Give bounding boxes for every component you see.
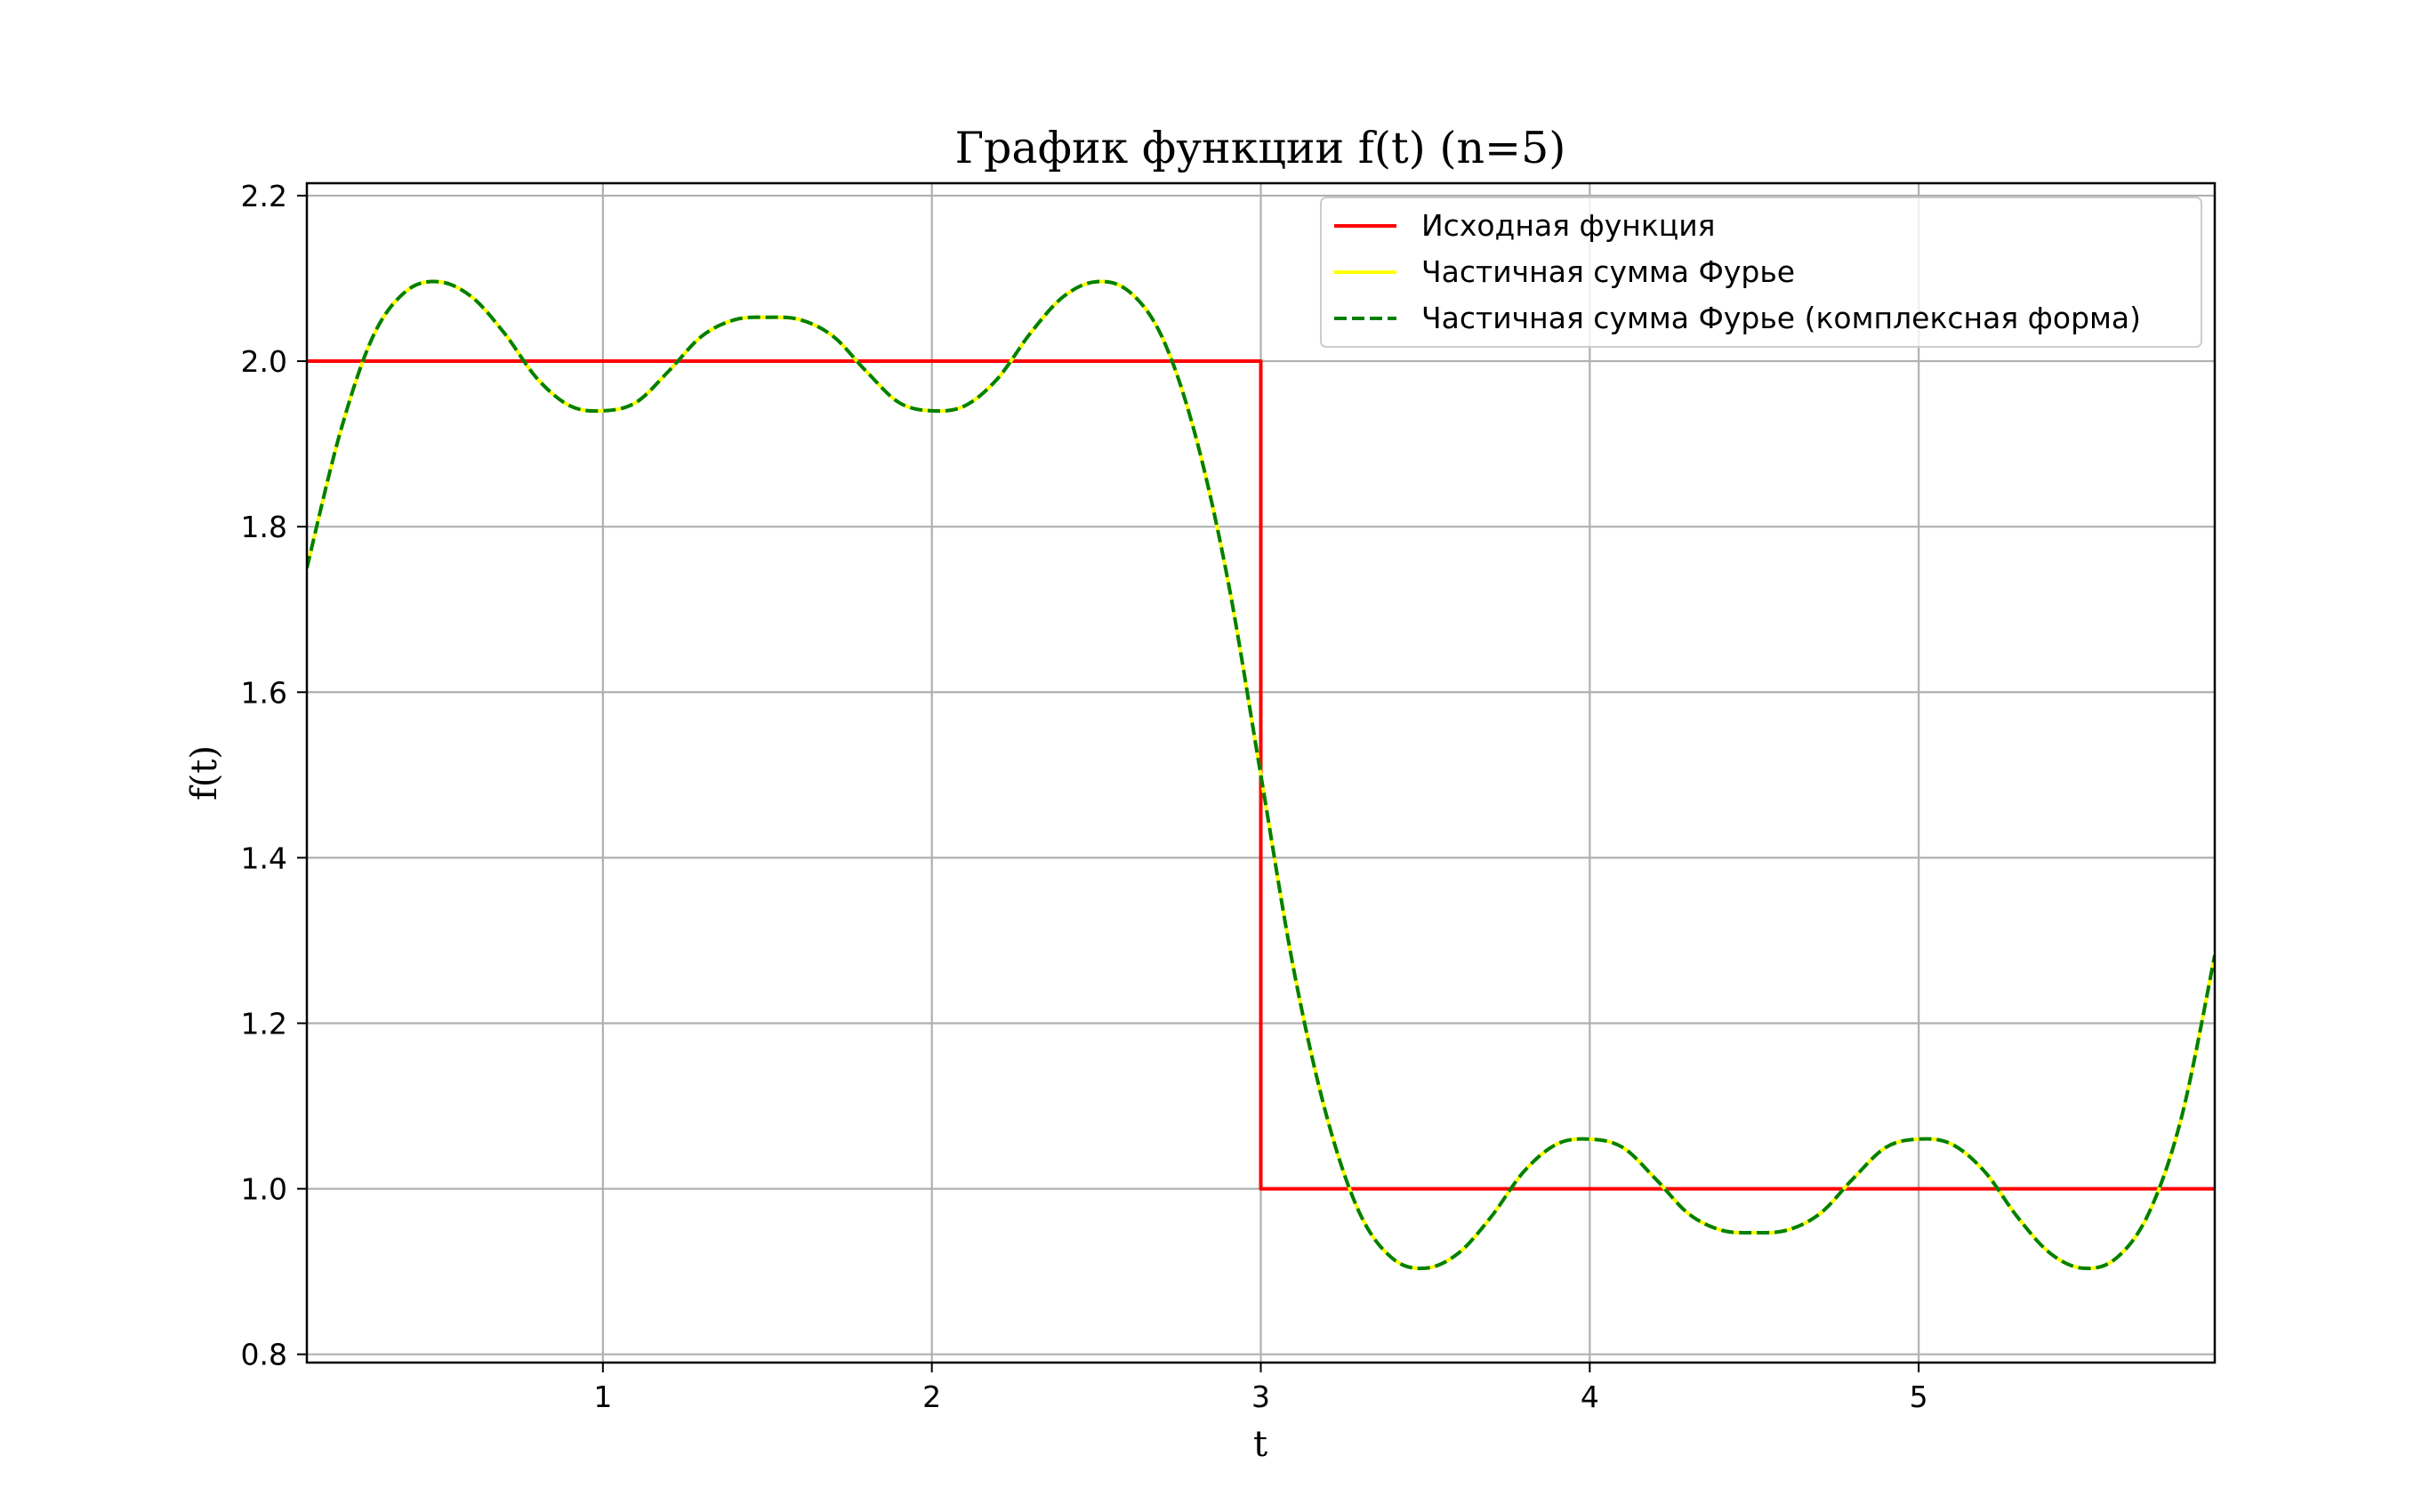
y-tick-label: 0.8	[241, 1338, 287, 1372]
y-tick-label: 1.4	[241, 840, 287, 875]
x-tick-label: 4	[1581, 1379, 1599, 1414]
series-layer	[307, 279, 2215, 1271]
y-tick-label: 1.0	[241, 1172, 287, 1207]
legend-item: Частичная сумма Фурье (комплексная форма…	[1334, 301, 2141, 335]
legend-label: Исходная функция	[1421, 208, 1716, 243]
legend-box	[1320, 197, 2202, 348]
y-tick-label: 2.2	[241, 179, 287, 213]
x-tick-label: 3	[1251, 1379, 1270, 1414]
legend: Исходная функция Частичная сумма Фурье Ч…	[1320, 197, 2202, 348]
x-axis-label: t	[1253, 1424, 1267, 1465]
series-fourier-complex-line	[307, 279, 2215, 1271]
x-tick-label: 2	[922, 1379, 941, 1414]
x-tick-label: 5	[1910, 1379, 1928, 1414]
legend-item: Исходная функция	[1334, 208, 1716, 243]
axis-ticks: 1 2 3 4 5 0.8 1.0 1.2 1.4 1.6 1.8 2.0 2.2	[241, 179, 1928, 1414]
legend-label: Частичная сумма Фурье (комплексная форма…	[1421, 301, 2141, 335]
y-tick-label: 1.2	[241, 1006, 287, 1041]
legend-item: Частичная сумма Фурье	[1334, 254, 1795, 289]
y-tick-label: 1.8	[241, 510, 287, 544]
chart-title: График функции f(t) (n=5)	[955, 123, 1566, 173]
y-tick-label: 2.0	[241, 344, 287, 379]
y-tick-label: 1.6	[241, 675, 287, 710]
x-tick-label: 1	[593, 1379, 612, 1414]
y-axis-label: f(t)	[184, 745, 225, 800]
legend-label: Частичная сумма Фурье	[1421, 254, 1795, 289]
